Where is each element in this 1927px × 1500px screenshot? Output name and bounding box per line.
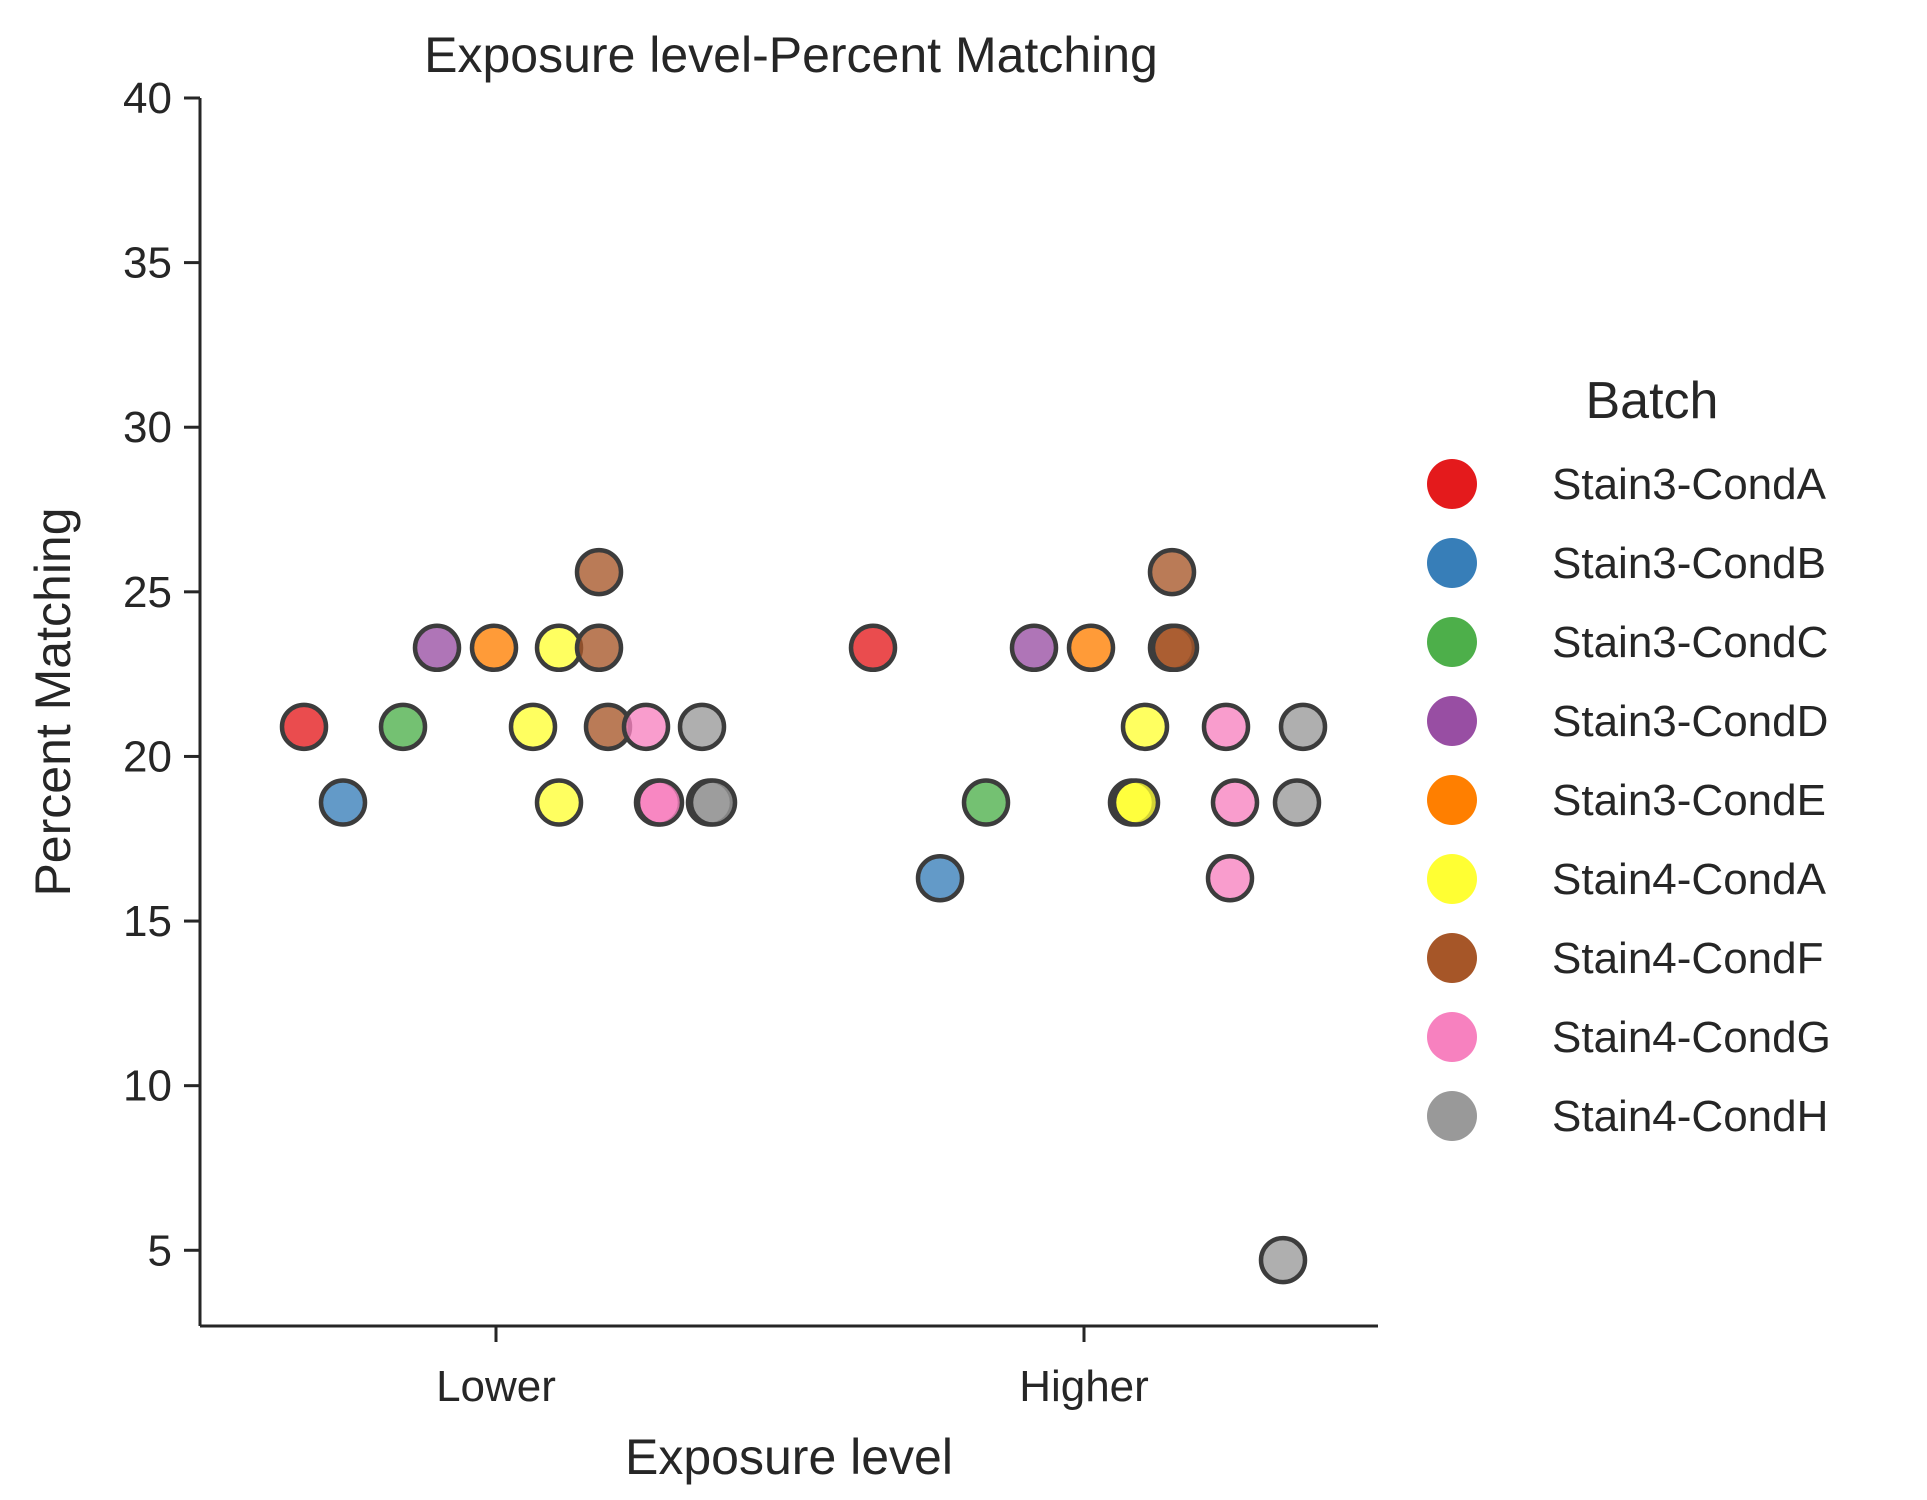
legend-marker [1427, 775, 1477, 825]
y-tick-label: 25 [123, 568, 172, 617]
legend: Batch Stain3-CondA Stain3-CondB Stain3-Con… [1427, 372, 1831, 1141]
data-point [1210, 778, 1260, 827]
x-tick-label: Lower [436, 1362, 556, 1411]
legend-item: Stain4-CondF [1427, 933, 1823, 983]
x-axis-label: Exposure level [625, 1429, 953, 1485]
y-tick-label: 40 [123, 74, 172, 123]
y-ticks: 5 10 15 20 25 30 35 40 [123, 74, 200, 1275]
legend-item: Stain3-CondB [1427, 538, 1826, 588]
legend-label: Stain3-CondB [1552, 539, 1826, 588]
legend-marker [1427, 933, 1477, 983]
data-point [508, 702, 558, 752]
y-tick-label: 5 [148, 1226, 172, 1275]
legend-label: Stain4-CondA [1552, 855, 1827, 904]
legend-label: Stain3-CondC [1552, 618, 1828, 667]
data-point [534, 778, 584, 827]
y-tick-label: 10 [123, 1062, 172, 1111]
data-point [378, 702, 428, 752]
legend-title: Batch [1586, 372, 1719, 430]
y-tick-label: 15 [123, 897, 172, 946]
data-point [574, 623, 624, 673]
data-point [961, 778, 1011, 827]
data-point [469, 623, 519, 673]
data-point [688, 778, 738, 827]
data-point [677, 702, 727, 752]
legend-label: Stain4-CondF [1552, 934, 1823, 983]
legend-marker [1427, 1091, 1477, 1141]
data-point [412, 623, 462, 673]
legend-label: Stain4-CondG [1552, 1013, 1831, 1062]
data-point [1201, 702, 1251, 752]
data-point [1147, 547, 1197, 597]
data-point [1009, 623, 1059, 673]
y-tick-label: 30 [123, 403, 172, 452]
legend-label: Stain3-CondA [1552, 460, 1827, 509]
data-point [534, 623, 584, 673]
data-point [848, 623, 898, 673]
legend-label: Stain3-CondE [1552, 776, 1826, 825]
legend-label: Stain4-CondH [1552, 1092, 1828, 1141]
y-tick-label: 35 [123, 239, 172, 288]
data-points [279, 547, 1328, 1285]
legend-item: Stain3-CondD [1427, 696, 1828, 746]
legend-item: Stain3-CondC [1427, 617, 1828, 667]
legend-marker [1427, 459, 1477, 509]
axes [198, 98, 1378, 1328]
data-point [1066, 623, 1116, 673]
legend-item: Stain3-CondE [1427, 775, 1826, 825]
data-point [1272, 778, 1322, 827]
x-tick-label: Higher [1019, 1362, 1149, 1411]
data-point [1150, 623, 1200, 673]
data-point [1278, 702, 1328, 752]
legend-marker [1427, 1012, 1477, 1062]
legend-item: Stain4-CondG [1427, 1012, 1831, 1062]
data-point [574, 547, 624, 597]
y-axis-label: Percent Matching [25, 507, 81, 896]
data-point [1120, 702, 1170, 752]
data-point [318, 778, 368, 827]
legend-marker [1427, 696, 1477, 746]
legend-item: Stain3-CondA [1427, 459, 1827, 509]
y-tick-label: 20 [123, 732, 172, 781]
data-point [1258, 1235, 1308, 1285]
chart-title: Exposure level-Percent Matching [424, 27, 1158, 83]
data-point [279, 702, 329, 752]
legend-label: Stain3-CondD [1552, 697, 1828, 746]
data-point [915, 854, 965, 903]
legend-marker [1427, 538, 1477, 588]
legend-item: Stain4-CondA [1427, 854, 1827, 904]
data-point [1205, 854, 1255, 903]
legend-marker [1427, 617, 1477, 667]
data-point [621, 702, 671, 752]
legend-marker [1427, 854, 1477, 904]
legend-item: Stain4-CondH [1427, 1091, 1828, 1141]
data-point [1111, 778, 1161, 827]
x-ticks: Lower Higher [436, 1326, 1149, 1411]
data-point [635, 778, 685, 827]
